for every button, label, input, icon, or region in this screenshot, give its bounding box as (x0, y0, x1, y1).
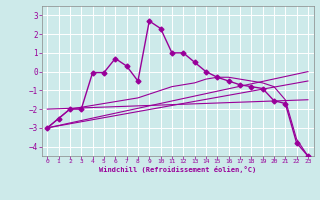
X-axis label: Windchill (Refroidissement éolien,°C): Windchill (Refroidissement éolien,°C) (99, 166, 256, 173)
